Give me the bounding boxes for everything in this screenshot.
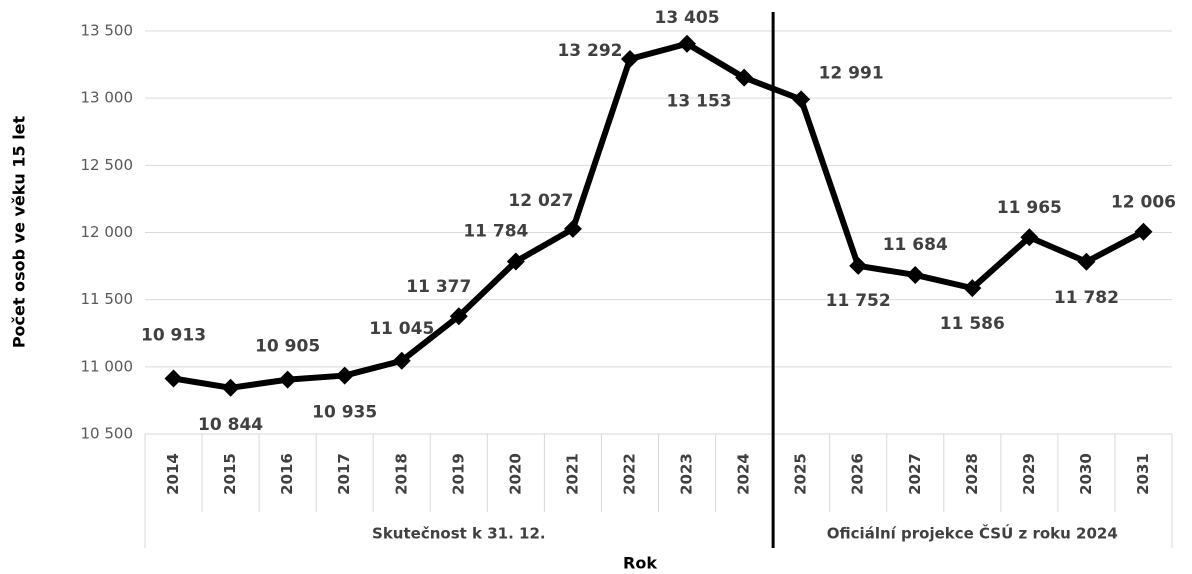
marker	[849, 256, 868, 275]
data-label: 13 405	[654, 8, 719, 28]
data-label: 12 006	[1111, 193, 1176, 213]
x-tick-label: 2017	[335, 453, 353, 495]
data-label: 11 965	[997, 198, 1062, 218]
x-tick-label: 2018	[392, 453, 410, 495]
x-tick-label: 2020	[506, 453, 524, 495]
marker	[221, 378, 240, 397]
marker	[906, 265, 925, 284]
y-tick-label: 11 500	[81, 290, 134, 308]
data-label: 12 027	[508, 191, 573, 211]
marker	[678, 34, 697, 53]
x-tick-label: 2019	[449, 453, 467, 495]
marker	[335, 366, 354, 385]
data-label: 10 935	[312, 403, 377, 423]
x-tick-label: 2021	[563, 453, 581, 495]
data-label: 10 844	[198, 415, 263, 435]
x-tick-label: 2028	[963, 453, 981, 495]
data-label: 11 045	[369, 319, 434, 339]
x-tick-label: 2026	[849, 453, 867, 495]
data-label: 11 782	[1054, 288, 1119, 308]
y-tick-label: 13 000	[81, 89, 134, 107]
marker	[1020, 228, 1039, 247]
line	[173, 40, 1145, 391]
x-tick-label: 2023	[678, 453, 696, 495]
marker	[392, 351, 411, 370]
marker	[563, 219, 582, 238]
y-tick-label: 13 500	[81, 22, 134, 40]
marker	[164, 369, 183, 388]
x-tick-label: 2022	[620, 453, 638, 495]
y-tick-label: 11 000	[81, 357, 134, 375]
marker	[506, 252, 525, 271]
data-label: 11 752	[826, 291, 891, 311]
data-label: 11 684	[883, 235, 948, 255]
marker	[1077, 252, 1096, 271]
y-axis-title: Počet osob ve věku 15 let	[10, 115, 29, 348]
x-tick-label: 2031	[1134, 453, 1152, 495]
marker	[735, 68, 754, 87]
y-tick-label: 10 500	[81, 425, 134, 443]
marker	[792, 90, 811, 109]
data-label: 11 377	[406, 277, 471, 297]
group-label: Oficiální projekce ČSÚ z roku 2024	[827, 524, 1118, 543]
data-label: 10 913	[141, 326, 206, 346]
marker	[449, 307, 468, 326]
x-tick-label: 2016	[278, 453, 296, 495]
marker	[278, 370, 297, 389]
marker	[620, 49, 639, 68]
x-tick-label: 2029	[1020, 453, 1038, 495]
x-tick-label: 2014	[164, 453, 182, 495]
x-axis-title: Rok	[623, 554, 657, 573]
data-label: 13 292	[557, 41, 622, 61]
data-label: 10 905	[255, 337, 320, 357]
x-tick-label: 2024	[735, 453, 753, 495]
x-tick-label: 2025	[792, 453, 810, 495]
y-tick-label: 12 000	[81, 223, 134, 241]
x-tick-label: 2030	[1077, 453, 1095, 495]
x-tick-label: 2015	[221, 453, 239, 495]
data-label: 12 991	[819, 63, 884, 83]
marker	[963, 279, 982, 298]
data-label: 11 784	[463, 222, 528, 242]
x-tick-label: 2027	[906, 453, 924, 495]
group-label: Skutečnost k 31. 12.	[372, 525, 546, 543]
y-tick-label: 12 500	[81, 156, 134, 174]
data-label: 13 153	[667, 92, 732, 112]
data-label: 11 586	[940, 314, 1005, 334]
marker	[1134, 222, 1153, 241]
